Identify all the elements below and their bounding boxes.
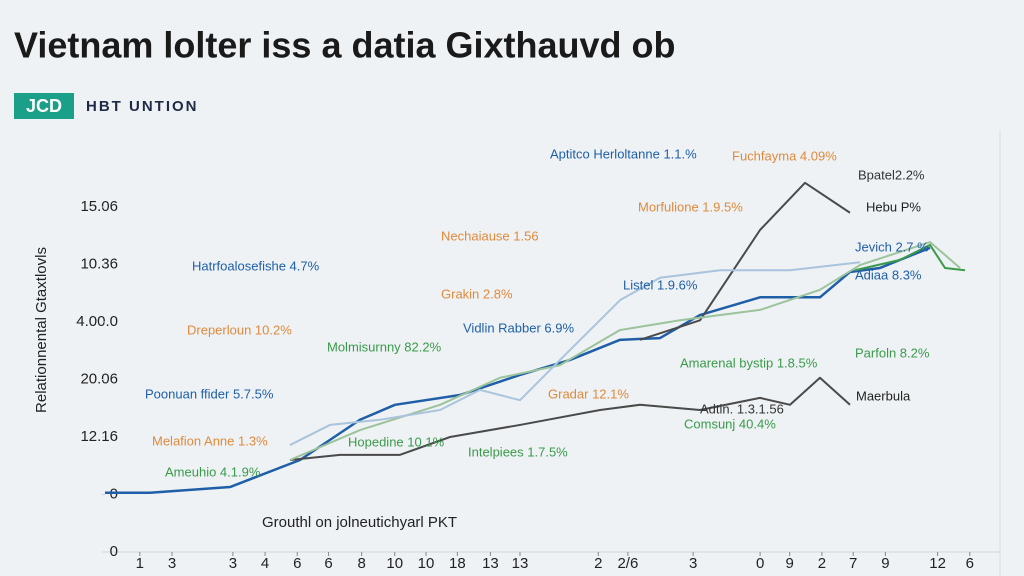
annotation: Dreperloun 10.2% (187, 322, 292, 337)
data-line (639, 181, 851, 341)
data-line (289, 376, 851, 461)
x-tick-label: 9 (786, 555, 794, 572)
annotation: Amarenal bystip 1.8.5% (680, 355, 818, 370)
y-tick-label: 15.06 (80, 198, 118, 215)
y-tick-label: 10.36 (80, 255, 118, 272)
x-tick-label: 1 (136, 555, 144, 572)
annotation: Grakin 2.8% (441, 286, 513, 301)
brand: HBT UNTION (86, 98, 199, 115)
annotation: Morfulione 1.9.5% (638, 199, 743, 214)
x-tick-label: 4 (261, 555, 269, 572)
x-tick-label: 9 (881, 555, 889, 572)
x-tick-label: 2/6 (617, 555, 638, 572)
x-tick-label: 18 (449, 555, 466, 572)
x-tick-label: 6 (966, 555, 974, 572)
x-tick-label: 10 (418, 555, 435, 572)
annotation: Ameuhio 4.1.9% (165, 464, 261, 479)
annotation: Melafion Anne 1.3% (152, 433, 268, 448)
annotation: Molmisurnny 82.2% (327, 339, 442, 354)
y-tick-label: 4.00.0 (76, 313, 118, 330)
x-tick-label: 13 (482, 555, 499, 572)
x-tick-label: 0 (756, 555, 764, 572)
annotation: Hopedine 10.1% (348, 434, 445, 449)
annotation: Parfoln 8.2% (855, 345, 930, 360)
logo-text: JCD (26, 96, 62, 116)
x-tick-label: 3 (689, 555, 697, 572)
annotation: Hebu P% (866, 199, 921, 214)
annotation: Bpatel2.2% (858, 167, 925, 182)
page-title: Vietnam lolter iss a datia Gixthauvd ob (14, 25, 676, 66)
annotation: Intelpiees 1.7.5% (468, 444, 568, 459)
annotation: Hatrfoalosefishe 4.7% (192, 258, 320, 273)
annotation: Jevich 2.7 % (855, 239, 929, 254)
annotation: Poonuan ffider 5.7.5% (145, 386, 274, 401)
annotation: Adtin. 1.3.1.56 (700, 401, 784, 416)
data-line (289, 261, 861, 446)
annotation: Listel 1.9.6% (623, 277, 698, 292)
annotation: Vidlin Rabber 6.9% (463, 320, 574, 335)
x-tick-label: 2 (818, 555, 826, 572)
logo-box (14, 93, 74, 119)
annotation: Comsunj 40.4% (684, 416, 776, 431)
x-tick-label: 6 (324, 555, 332, 572)
x-tick-label: 8 (357, 555, 365, 572)
data-line (289, 241, 961, 461)
x-tick-label: 7 (849, 555, 857, 572)
x-axis-label: Grouthl on jolneutichyarl PKT (262, 514, 457, 531)
y-tick-label: 12.16 (80, 428, 118, 445)
x-tick-label: 3 (229, 555, 237, 572)
y-tick-label: 0 (110, 543, 118, 560)
data-line (854, 243, 966, 272)
x-tick-label: 10 (386, 555, 403, 572)
annotation: Gradar 12.1% (548, 386, 629, 401)
annotation: Maerbula (856, 388, 911, 403)
x-tick-label: 2 (594, 555, 602, 572)
x-tick-label: 6 (293, 555, 301, 572)
y-tick-label: 20.06 (80, 370, 118, 387)
x-tick-label: 3 (168, 555, 176, 572)
annotation: Fuchfayma 4.09% (732, 148, 837, 163)
y-axis-label: Relationnental Gtaxtlovls (33, 247, 50, 413)
annotation: Nechaiause 1.56 (441, 228, 539, 243)
x-tick-label: 13 (512, 555, 529, 572)
x-tick-label: 12 (929, 555, 946, 572)
annotation: Adiaa 8.3% (855, 267, 922, 282)
annotation: Aptitco Herloltanne 1.1.% (550, 146, 697, 161)
